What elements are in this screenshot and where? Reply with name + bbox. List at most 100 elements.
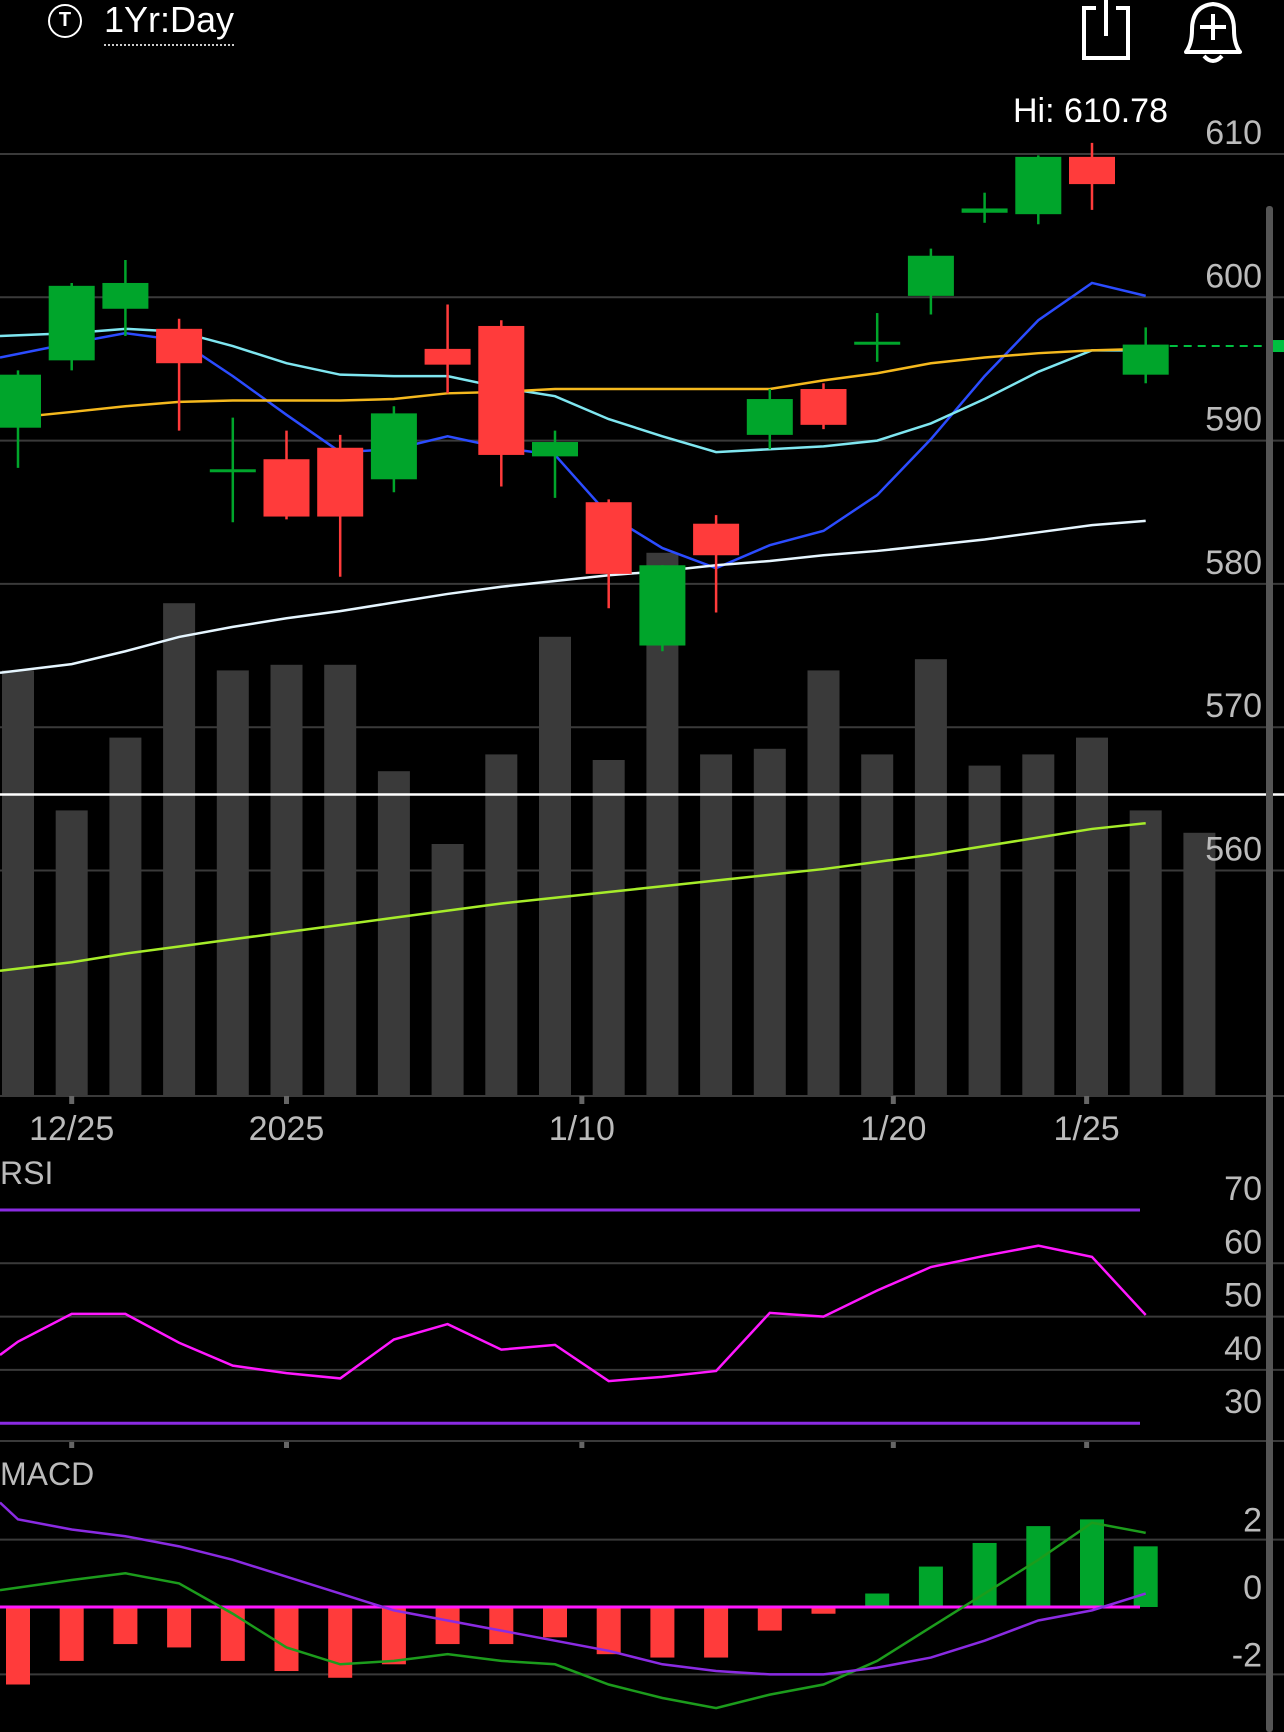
rsi-tick-label: 50 [1224, 1277, 1262, 1315]
candle[interactable] [961, 192, 1008, 223]
candle[interactable] [156, 318, 203, 431]
macd-histogram-bar [918, 1566, 943, 1607]
volume-bars [2, 552, 1216, 1096]
macd-histogram-bar [650, 1607, 675, 1658]
macd-tick-label: 0 [1243, 1569, 1262, 1607]
macd-tick-label: 2 [1243, 1502, 1262, 1540]
last-price-line [1169, 340, 1284, 353]
candle[interactable] [1015, 155, 1062, 225]
macd-histogram-bar [972, 1542, 997, 1607]
price-grid [0, 153, 1284, 1097]
price-axis: 610 600 590 580 570 560 [1205, 114, 1262, 869]
volume-bar [861, 754, 894, 1096]
macd-histogram-bar [757, 1607, 782, 1631]
volume-bar [807, 670, 840, 1096]
macd-histogram-bar [543, 1607, 567, 1638]
candle[interactable] [693, 515, 740, 613]
candle[interactable] [263, 430, 310, 520]
macd-histogram-bar [113, 1607, 138, 1645]
rsi-tick-label: 40 [1224, 1330, 1262, 1368]
candle[interactable] [532, 430, 578, 498]
date-tick-label: 12/25 [29, 1110, 114, 1148]
candle[interactable] [0, 370, 41, 468]
volume-bar [1022, 754, 1055, 1096]
rsi-panel: 70 60 50 40 30 [0, 1170, 1284, 1442]
volume-bar [1183, 832, 1216, 1096]
rsi-tick-label: 70 [1224, 1170, 1262, 1208]
macd-histogram-bar [1026, 1526, 1051, 1607]
rsi-tick-label: 60 [1224, 1223, 1262, 1261]
candle[interactable] [639, 565, 686, 652]
candle[interactable] [585, 499, 632, 609]
candle[interactable] [370, 406, 417, 493]
last-price-marker [1272, 340, 1284, 353]
candle[interactable] [209, 417, 256, 523]
rsi-tick-label: 30 [1224, 1383, 1262, 1421]
volume-bar [431, 844, 464, 1096]
moving-average-line [0, 347, 1146, 421]
price-tick-label: 600 [1205, 257, 1262, 295]
date-tick-label: 1/25 [1054, 1110, 1120, 1148]
rsi-title: RSI [0, 1155, 53, 1191]
macd-histogram-bar [274, 1607, 299, 1672]
macd-histogram-bar [811, 1607, 836, 1614]
candle[interactable] [48, 282, 95, 371]
moving-average-line [0, 327, 1146, 454]
macd-line [0, 1521, 1146, 1710]
macd-histogram-bar [489, 1607, 514, 1645]
candle[interactable] [854, 313, 901, 362]
macd-histogram-bar [865, 1593, 890, 1607]
volume-bar [485, 754, 518, 1096]
candle[interactable] [907, 248, 954, 315]
moving-average-line [0, 519, 1146, 674]
volume-bar [109, 737, 142, 1096]
volume-bar [55, 810, 88, 1096]
macd-histogram-bar [167, 1607, 192, 1648]
candle[interactable] [478, 320, 525, 487]
macd-histogram-bar [328, 1607, 353, 1678]
candle[interactable] [1122, 327, 1169, 384]
candle[interactable] [424, 304, 471, 394]
date-axis: 12/25 2025 1/10 1/20 1/25 [29, 1096, 1120, 1448]
top-bar: T 1Yr:Day [0, 0, 1284, 63]
volume-bar [753, 748, 786, 1096]
candle[interactable] [800, 383, 847, 430]
macd-histogram-bar [381, 1607, 406, 1665]
high-label: Hi: 610.78 [1013, 92, 1168, 130]
volume-bar [1076, 737, 1108, 1096]
volume-bar [163, 603, 196, 1096]
price-tick-label: 560 [1205, 831, 1262, 869]
volume-bar [539, 636, 571, 1096]
add-alert-bell-icon[interactable] [1180, 0, 1246, 64]
price-tick-label: 610 [1205, 114, 1262, 152]
macd-panel: 2 0 -2 [0, 1501, 1284, 1710]
timeframe-selector[interactable]: 1Yr:Day [104, 0, 235, 46]
date-tick-label: 1/10 [549, 1110, 615, 1148]
candle[interactable] [746, 389, 793, 450]
macd-title: MACD [0, 1456, 94, 1492]
candlesticks [0, 142, 1169, 652]
volume-bar [2, 670, 34, 1096]
volume-bar [592, 760, 625, 1096]
macd-histogram-bar [596, 1607, 621, 1655]
rsi-line [0, 1244, 1147, 1383]
macd-tick-label: -2 [1232, 1636, 1262, 1674]
volume-bar [914, 659, 947, 1096]
volume-bar [377, 771, 410, 1096]
candle[interactable] [317, 434, 364, 577]
macd-histogram-bar [59, 1607, 84, 1661]
candle[interactable] [102, 260, 149, 336]
share-icon[interactable] [1078, 0, 1134, 60]
candle[interactable] [1069, 142, 1115, 210]
moving-average-lines [0, 281, 1146, 973]
date-tick-label: 2025 [249, 1110, 325, 1148]
moving-average-line [0, 281, 1146, 570]
volume-bar [700, 754, 733, 1096]
scrollbar[interactable] [1266, 206, 1273, 1732]
macd-histogram-bar [1133, 1546, 1158, 1607]
macd-histogram-bar [435, 1607, 460, 1645]
volume-bar [270, 664, 303, 1096]
timeframe-icon[interactable]: T [48, 4, 82, 38]
macd-signal-line [0, 1501, 1147, 1676]
